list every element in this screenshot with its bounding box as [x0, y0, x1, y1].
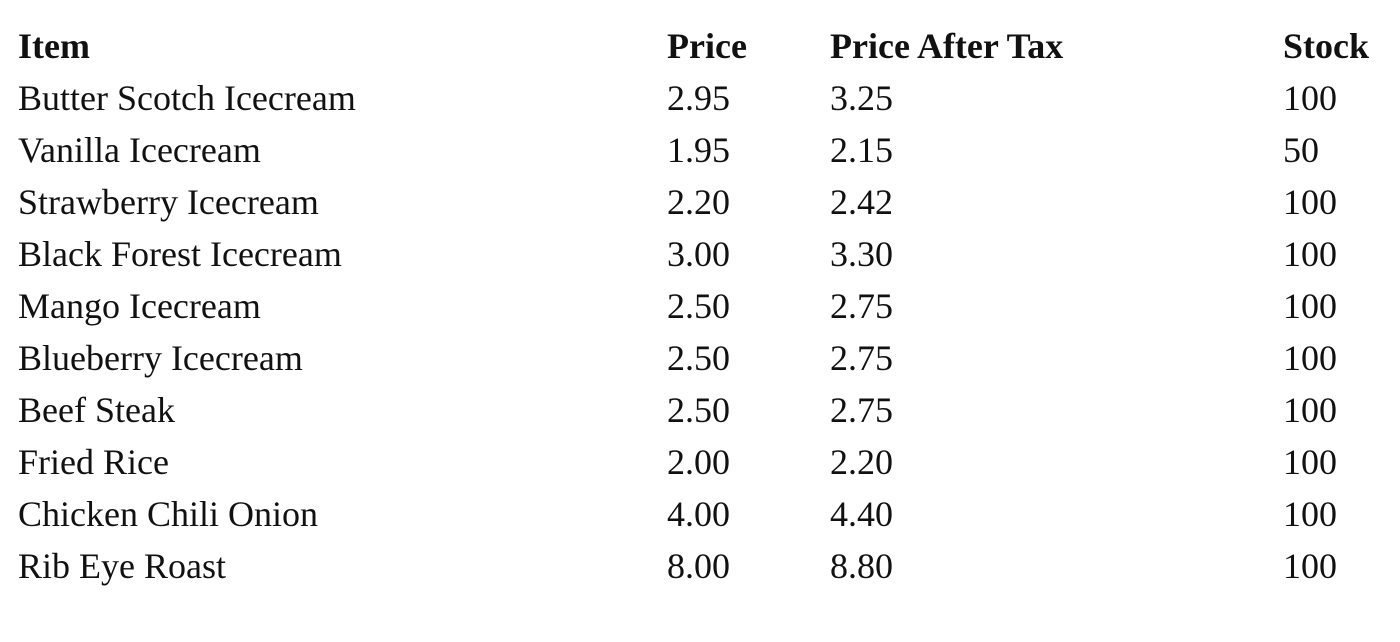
cell-price-after-tax: 8.80 [830, 546, 893, 586]
cell-price-after-tax: 3.30 [830, 234, 893, 274]
cell-stock: 100 [1283, 494, 1337, 534]
table-body: Butter Scotch Icecream 2.95 3.25 100 Van… [18, 72, 1383, 592]
cell-price: 2.00 [667, 442, 730, 482]
cell-price: 4.00 [667, 494, 730, 534]
cell-stock: 50 [1283, 130, 1319, 170]
cell-stock: 100 [1283, 546, 1337, 586]
cell-stock: 100 [1283, 338, 1337, 378]
cell-price: 1.95 [667, 130, 730, 170]
cell-item: Strawberry Icecream [18, 182, 319, 222]
cell-stock: 100 [1283, 78, 1337, 118]
cell-price-after-tax: 2.75 [830, 390, 893, 430]
header-row: Item Price Price After Tax Stock [18, 20, 1383, 72]
cell-item: Beef Steak [18, 390, 175, 430]
cell-stock: 100 [1283, 234, 1337, 274]
table-row: Strawberry Icecream 2.20 2.42 100 [18, 176, 1383, 228]
cell-price: 3.00 [667, 234, 730, 274]
cell-price-after-tax: 2.15 [830, 130, 893, 170]
cell-stock: 100 [1283, 286, 1337, 326]
cell-price-after-tax: 2.75 [830, 286, 893, 326]
cell-item: Black Forest Icecream [18, 234, 342, 274]
table-header: Item Price Price After Tax Stock [18, 20, 1383, 72]
table-row: Blueberry Icecream 2.50 2.75 100 [18, 332, 1383, 384]
cell-stock: 100 [1283, 442, 1337, 482]
cell-item: Fried Rice [18, 442, 169, 482]
column-header-item: Item [18, 26, 90, 66]
cell-price: 2.50 [667, 390, 730, 430]
table-row: Chicken Chili Onion 4.00 4.40 100 [18, 488, 1383, 540]
inventory-table: Item Price Price After Tax Stock Butter … [18, 20, 1383, 592]
cell-price: 8.00 [667, 546, 730, 586]
cell-item: Chicken Chili Onion [18, 494, 318, 534]
cell-price: 2.50 [667, 338, 730, 378]
table-row: Fried Rice 2.00 2.20 100 [18, 436, 1383, 488]
table-row: Butter Scotch Icecream 2.95 3.25 100 [18, 72, 1383, 124]
cell-price-after-tax: 2.20 [830, 442, 893, 482]
cell-price-after-tax: 2.75 [830, 338, 893, 378]
cell-item: Vanilla Icecream [18, 130, 261, 170]
table-row: Black Forest Icecream 3.00 3.30 100 [18, 228, 1383, 280]
cell-item: Butter Scotch Icecream [18, 78, 356, 118]
cell-price-after-tax: 4.40 [830, 494, 893, 534]
column-header-price-after-tax: Price After Tax [830, 26, 1064, 66]
cell-price: 2.20 [667, 182, 730, 222]
cell-price-after-tax: 3.25 [830, 78, 893, 118]
column-header-stock: Stock [1283, 26, 1370, 66]
cell-stock: 100 [1283, 390, 1337, 430]
cell-item: Mango Icecream [18, 286, 261, 326]
cell-price: 2.50 [667, 286, 730, 326]
table-row: Beef Steak 2.50 2.75 100 [18, 384, 1383, 436]
table-row: Mango Icecream 2.50 2.75 100 [18, 280, 1383, 332]
table-row: Vanilla Icecream 1.95 2.15 50 [18, 124, 1383, 176]
cell-stock: 100 [1283, 182, 1337, 222]
cell-item: Rib Eye Roast [18, 546, 226, 586]
table-row: Rib Eye Roast 8.00 8.80 100 [18, 540, 1383, 592]
column-header-price: Price [667, 26, 747, 66]
cell-item: Blueberry Icecream [18, 338, 303, 378]
cell-price-after-tax: 2.42 [830, 182, 893, 222]
cell-price: 2.95 [667, 78, 730, 118]
